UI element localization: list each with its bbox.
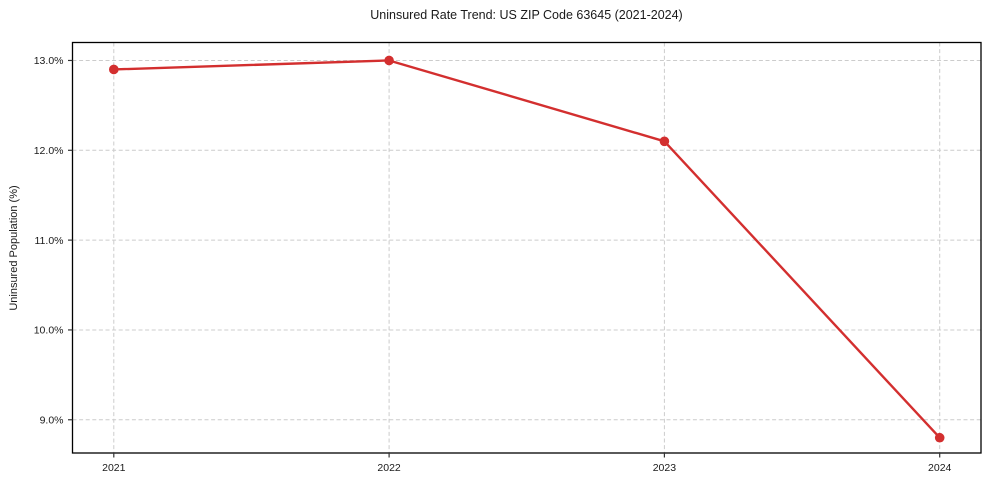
y-tick-label: 10.0% [34,325,64,337]
data-point-marker [384,55,394,66]
y-tick-label: 12.0% [34,145,64,157]
y-tick-label: 11.0% [35,235,64,247]
trend-line [112,59,941,439]
chart-title: Uninsured Rate Trend: US ZIP Code 63645 … [370,8,683,22]
y-tick-label: 13.0% [34,55,64,67]
axes-frame [71,41,982,454]
x-tick-label: 2022 [377,462,401,474]
data-point-marker [108,64,119,75]
x-tick-label: 2024 [928,462,952,474]
y-tick-label: 9.0% [40,414,64,426]
data-point-marker [659,136,670,147]
data-point-marker [934,432,945,443]
x-tick-label: 2021 [102,462,126,474]
x-tick-label: 2023 [653,462,677,474]
